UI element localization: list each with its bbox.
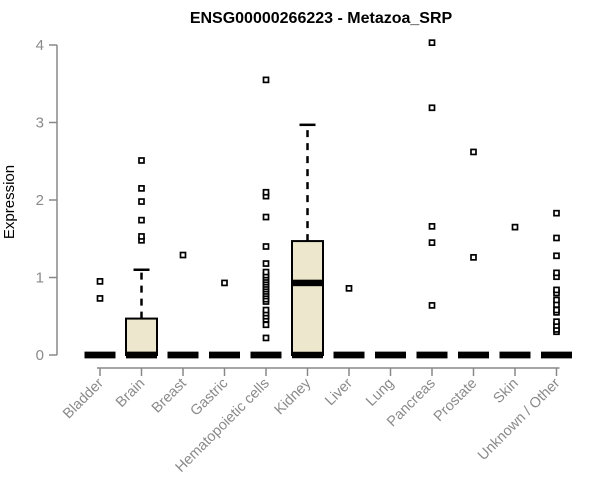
y-tick-label: 0	[36, 347, 44, 364]
outlier-point	[553, 252, 560, 260]
outlier-point	[262, 188, 270, 196]
outlier-point	[262, 243, 270, 250]
outlier-point	[553, 234, 560, 242]
outlier-point	[428, 302, 436, 309]
outlier-point	[553, 269, 560, 277]
median-bar	[250, 351, 282, 359]
median-bar	[375, 351, 406, 359]
chart-title: ENSG00000266223 - Metazoa_SRP	[190, 10, 453, 27]
y-tick-label: 3	[36, 115, 44, 132]
median-bar	[499, 351, 531, 359]
outlier-point	[262, 334, 270, 342]
outlier-point	[553, 286, 560, 294]
outlier-point	[470, 148, 477, 156]
x-tick-label: Brain	[113, 376, 148, 411]
median-bar	[292, 279, 323, 287]
x-tick-label: Breast	[149, 376, 190, 417]
x-tick-label: Bladder	[60, 375, 107, 422]
outlier-point	[262, 321, 270, 329]
outlier-point	[553, 306, 560, 314]
median-bar	[541, 351, 572, 359]
outlier-point	[262, 268, 270, 276]
outlier-point	[511, 223, 519, 231]
median-bar	[167, 351, 199, 359]
outlier-point	[138, 157, 145, 164]
outlier-point	[138, 233, 145, 240]
y-tick-label: 4	[36, 37, 44, 54]
outlier-point	[138, 198, 145, 205]
median-bar	[458, 351, 489, 359]
median-bar	[416, 351, 448, 359]
outlier-point	[179, 251, 187, 259]
x-tick-label: Skin	[491, 376, 522, 407]
outlier-point	[262, 260, 270, 267]
outlier-point	[96, 295, 104, 302]
outlier-point	[262, 213, 270, 221]
x-tick-label: Liver	[322, 375, 356, 409]
outlier-point	[428, 223, 436, 230]
outlier-point	[428, 39, 436, 47]
outlier-point	[553, 296, 560, 304]
x-tick-label: Prostate	[431, 376, 480, 425]
y-tick-label: 1	[36, 270, 44, 287]
y-axis-title: Expression	[1, 165, 18, 239]
y-tick-label: 2	[36, 192, 44, 209]
median-bar	[333, 351, 365, 359]
outlier-point	[470, 254, 477, 261]
outlier-point	[428, 239, 436, 246]
x-tick-label: Kidney	[272, 375, 315, 418]
outlier-point	[262, 76, 270, 84]
outlier-point	[553, 209, 560, 217]
outlier-point	[345, 285, 353, 292]
outlier-point	[96, 278, 104, 285]
x-tick-label: Lung	[363, 376, 397, 410]
outlier-point	[138, 185, 145, 192]
outlier-point	[138, 216, 145, 224]
median-bar	[209, 351, 240, 359]
outlier-point	[553, 318, 560, 326]
outlier-point	[262, 306, 270, 314]
median-bar	[84, 351, 116, 359]
box	[291, 240, 324, 356]
box	[125, 317, 158, 357]
median-bar	[126, 351, 157, 359]
lower-staple	[292, 351, 323, 359]
outlier-point	[221, 279, 228, 287]
outlier-point	[428, 104, 436, 112]
